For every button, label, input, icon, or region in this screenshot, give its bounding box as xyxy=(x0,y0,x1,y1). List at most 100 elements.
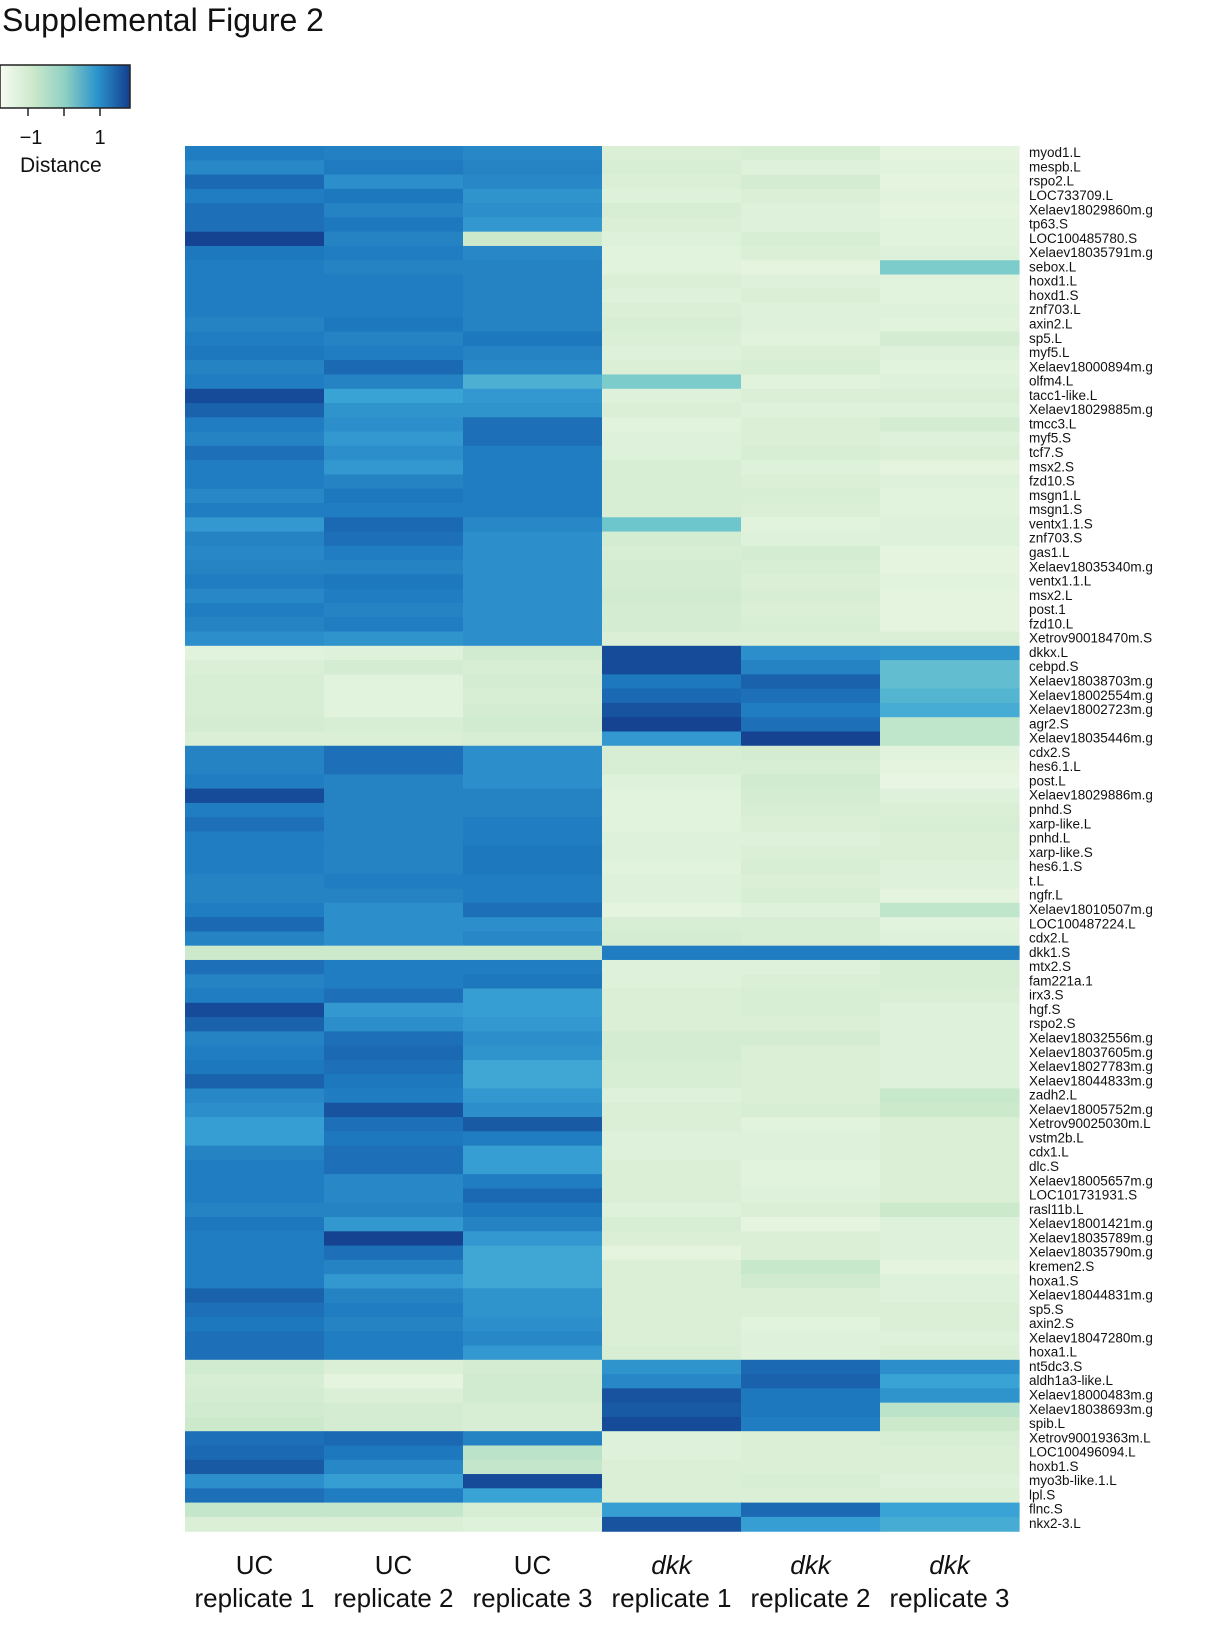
heatmap-cell xyxy=(185,1202,325,1218)
heatmap-cell xyxy=(880,917,1020,932)
row-label: Xetrov90018470m.S xyxy=(1029,631,1152,646)
row-label: Xelaev18035789m.g xyxy=(1029,1230,1153,1245)
row-label: msgn1.S xyxy=(1029,502,1082,517)
heatmap-cell xyxy=(602,888,742,904)
heatmap-cell xyxy=(602,160,742,176)
heatmap-cell xyxy=(602,1102,742,1118)
heatmap-cell xyxy=(185,1274,325,1289)
heatmap-cell xyxy=(324,860,464,875)
heatmap-cell xyxy=(741,460,881,476)
row-label: hes6.1.S xyxy=(1029,859,1082,874)
heatmap-cell xyxy=(602,231,742,247)
heatmap-cell xyxy=(324,1017,464,1032)
heatmap-cell xyxy=(185,845,325,861)
heatmap-cell xyxy=(185,460,325,476)
heatmap-cell xyxy=(185,1431,325,1447)
heatmap-cell xyxy=(741,417,881,433)
heatmap-cell xyxy=(741,645,881,661)
heatmap-cell xyxy=(324,1359,464,1375)
heatmap-cell xyxy=(880,831,1020,847)
heatmap-cell xyxy=(324,203,464,218)
heatmap-cell xyxy=(741,1059,881,1075)
legend-tick-low: −1 xyxy=(20,127,43,149)
heatmap-cell xyxy=(463,1488,603,1504)
heatmap-cell xyxy=(324,1431,464,1447)
heatmap-cell xyxy=(741,845,881,861)
heatmap-cell xyxy=(741,1516,881,1532)
heatmap-cell xyxy=(185,588,325,604)
heatmap-cell xyxy=(880,945,1020,961)
heatmap-cell xyxy=(741,1202,881,1218)
heatmap-cell xyxy=(185,1174,325,1190)
heatmap-cell xyxy=(602,1159,742,1175)
heatmap-cell xyxy=(324,845,464,861)
heatmap-cell xyxy=(324,1374,464,1389)
heatmap-cell xyxy=(880,503,1020,518)
heatmap-cell xyxy=(741,817,881,833)
heatmap-cell xyxy=(741,674,881,690)
heatmap-cell xyxy=(880,245,1020,261)
heatmap-cell xyxy=(185,788,325,804)
heatmap-cell xyxy=(185,1516,325,1532)
heatmap-cell xyxy=(463,1002,603,1018)
heatmap-cell xyxy=(185,888,325,904)
row-label: Xelaev18002554m.g xyxy=(1029,688,1153,703)
heatmap-cell xyxy=(463,445,603,461)
heatmap-cell xyxy=(602,1017,742,1032)
heatmap-cell xyxy=(463,274,603,290)
heatmap-cell xyxy=(324,1316,464,1332)
heatmap-cell xyxy=(463,959,603,975)
heatmap-cell xyxy=(880,1231,1020,1247)
heatmap-cell xyxy=(185,1316,325,1332)
heatmap-cell xyxy=(324,445,464,461)
heatmap-cell xyxy=(602,217,742,233)
heatmap-cell xyxy=(880,1259,1020,1275)
heatmap-cell xyxy=(463,874,603,890)
row-label: axin2.S xyxy=(1029,1316,1074,1331)
heatmap-cell xyxy=(602,602,742,618)
heatmap-cell xyxy=(185,660,325,675)
row-label: flnc.S xyxy=(1029,1502,1063,1517)
heatmap-cell xyxy=(602,545,742,561)
heatmap-cell xyxy=(324,245,464,261)
row-label: mtx2.S xyxy=(1029,959,1071,974)
row-labels: myod1.Lmespb.Lrspo2.LLOC733709.LXelaev18… xyxy=(1029,145,1153,1531)
heatmap-cell xyxy=(602,403,742,418)
heatmap-cell xyxy=(185,288,325,304)
heatmap-cell xyxy=(741,1217,881,1232)
heatmap-cell xyxy=(185,831,325,847)
heatmap-cell xyxy=(741,231,881,247)
heatmap-cell xyxy=(185,902,325,918)
heatmap-cell xyxy=(185,1145,325,1161)
heatmap-cell xyxy=(880,303,1020,318)
heatmap-cell xyxy=(463,745,603,761)
heatmap-cell xyxy=(880,845,1020,861)
heatmap-cell xyxy=(880,788,1020,804)
row-label: Xelaev18035790m.g xyxy=(1029,1245,1153,1260)
heatmap-cell xyxy=(185,1474,325,1489)
heatmap-cell xyxy=(741,1245,881,1261)
row-label: fam221a.1 xyxy=(1029,973,1093,988)
heatmap-cell xyxy=(602,1416,742,1432)
heatmap-cell xyxy=(463,1174,603,1190)
heatmap-cell xyxy=(602,1174,742,1190)
heatmap-cell xyxy=(463,146,603,161)
heatmap-cell xyxy=(880,1488,1020,1504)
row-label: xarp-like.L xyxy=(1029,816,1092,831)
heatmap-cell xyxy=(602,660,742,675)
heatmap-cell xyxy=(185,974,325,990)
heatmap-cell xyxy=(741,1288,881,1304)
heatmap-cell xyxy=(324,1188,464,1204)
row-label: tp63.S xyxy=(1029,217,1068,232)
heatmap-cell xyxy=(880,660,1020,675)
heatmap-cell xyxy=(880,274,1020,290)
heatmap-cell xyxy=(602,717,742,733)
heatmap-cell xyxy=(880,331,1020,347)
heatmap-cell xyxy=(463,1202,603,1218)
row-label: axin2.L xyxy=(1029,317,1073,332)
heatmap-cell xyxy=(880,802,1020,818)
heatmap-cell xyxy=(880,403,1020,418)
row-label: Xelaev18027783m.g xyxy=(1029,1059,1153,1074)
heatmap-cell xyxy=(741,831,881,847)
heatmap-cell xyxy=(463,288,603,304)
